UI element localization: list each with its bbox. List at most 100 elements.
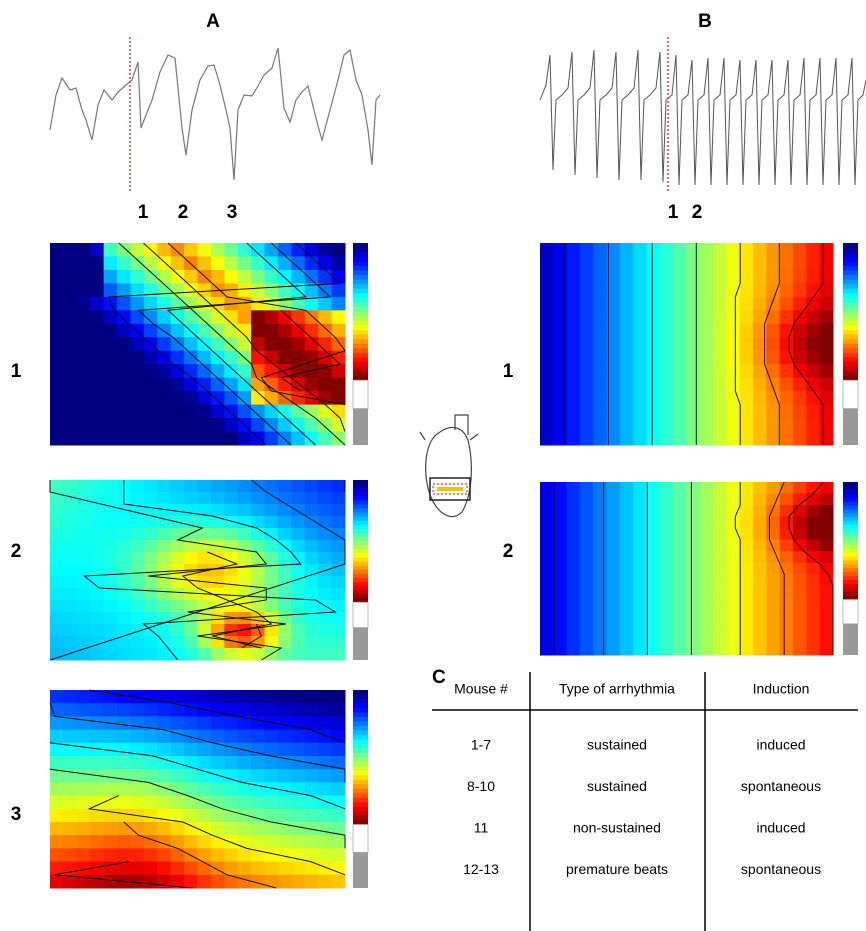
heatmap-cell (318, 296, 333, 311)
heatmap-cell (304, 835, 319, 849)
heatmap-cell (579, 516, 594, 529)
heatmap-cell (659, 574, 674, 587)
heatmap-cell (197, 350, 212, 365)
heatmap-cell (793, 418, 807, 433)
heatmap-cell (130, 874, 145, 889)
table-cell: induced (756, 737, 805, 753)
heatmap-cell (686, 431, 701, 446)
heatmap-cell (117, 848, 131, 863)
heatmap-cell (117, 504, 131, 517)
heatmap-cell (779, 296, 794, 311)
heatmap-cell (318, 404, 333, 419)
heatmap-cell (210, 269, 225, 284)
heatmap-cell (331, 516, 346, 529)
heatmap-cell (819, 269, 834, 284)
heatmap-cell (184, 874, 198, 889)
heatmap-cell (50, 564, 64, 577)
heatmap-cell (63, 795, 78, 810)
heatmap-cell (633, 516, 648, 529)
heatmap-cell (304, 256, 319, 271)
colorbar-cell (353, 770, 368, 776)
heatmap-cell (318, 808, 333, 823)
colorbar-cell (353, 366, 368, 372)
heatmap-cell (619, 243, 634, 257)
heatmap-cell (540, 505, 554, 518)
heatmap-cell (713, 608, 727, 621)
heatmap-cell (170, 528, 185, 541)
heatmap-cell (90, 516, 105, 529)
heatmap-cell (304, 769, 319, 783)
heatmap-cell (318, 377, 333, 392)
heatmap-cell (157, 769, 172, 783)
colorbar-cell (843, 532, 858, 538)
heatmap-cell (593, 404, 608, 419)
heatmap-cell (170, 822, 185, 836)
panel-label: A (206, 11, 220, 32)
heatmap-cell (540, 296, 554, 311)
heatmap-cell (277, 848, 292, 863)
heatmap-cell (566, 404, 581, 419)
heatmap-cell (540, 562, 554, 575)
heatmap-cell (646, 597, 661, 610)
heatmap-cell (540, 643, 554, 656)
heatmap-cell (197, 404, 212, 419)
heatmap-cell (90, 690, 105, 704)
heatmap-cell (157, 822, 172, 836)
colorbar-cell (353, 594, 368, 599)
heatmap-cell (291, 636, 306, 649)
heatmap-cell (331, 648, 346, 661)
heatmap-cell (76, 528, 91, 541)
heatmap-cell (103, 323, 118, 338)
colorbar-cell (353, 779, 368, 785)
heatmap-cell (540, 431, 554, 446)
heatmap-cell (50, 323, 64, 338)
heatmap-cell (593, 631, 608, 644)
heatmap-cell (170, 636, 185, 649)
table-cell: spontaneous (741, 861, 821, 877)
heatmap-cell (819, 493, 834, 506)
heatmap-cell (331, 690, 346, 704)
heatmap-cell (130, 729, 145, 744)
row-label: 1 (11, 361, 22, 382)
heatmap-cell (117, 612, 131, 625)
colorbar-cell (843, 275, 858, 281)
heatmap-cell (633, 310, 648, 325)
heatmap-cell (766, 256, 781, 271)
heatmap-cell (726, 310, 741, 325)
heatmap-cell (264, 377, 279, 392)
heatmap-cell (673, 505, 687, 518)
heatmap-cell (686, 574, 701, 587)
heatmap-cell (793, 283, 807, 298)
heatmap-cell (50, 576, 64, 589)
heatmap-cell (699, 620, 714, 633)
heatmap-cell (331, 256, 346, 271)
heatmap-cell (619, 310, 634, 325)
colorbar-cell (353, 557, 368, 563)
heatmap-cell (76, 861, 91, 876)
heatmap-cell (619, 482, 634, 495)
heatmap-cell (184, 431, 198, 446)
contour-line (49, 742, 346, 810)
heatmap-cell (659, 482, 674, 495)
heatmap-cell (90, 350, 105, 365)
heatmap-cell (553, 505, 568, 518)
colorbar-cell (353, 316, 368, 322)
heatmap-cell (170, 703, 185, 717)
heatmap-cell (819, 350, 834, 365)
heatmap-cell (277, 377, 292, 392)
heatmap-cell (157, 492, 172, 505)
heatmap-cell (713, 310, 727, 325)
contour-line (54, 861, 193, 889)
heatmap-cell (673, 643, 687, 656)
heatmap-cell (686, 597, 701, 610)
heatmap-cell (251, 431, 266, 446)
heatmap-cell (237, 364, 252, 379)
colorbar-cell (353, 541, 368, 546)
heatmap-cell (251, 296, 266, 311)
heatmap-cell (331, 552, 346, 565)
colorbar-cell (353, 573, 368, 579)
heatmap-cell (726, 256, 741, 271)
heatmap-cell (819, 528, 834, 541)
heatmap-cell (646, 585, 661, 598)
heatmap-cell (699, 608, 714, 621)
